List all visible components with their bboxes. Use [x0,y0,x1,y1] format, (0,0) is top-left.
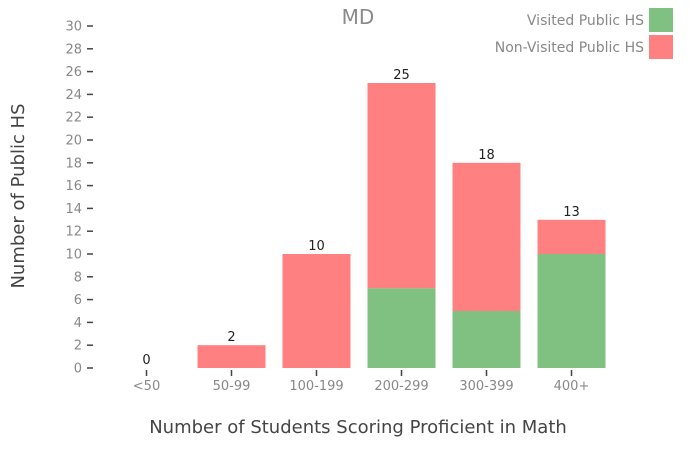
y-tick-label: 28 [65,42,82,57]
y-axis-title: Number of Public HS [8,103,29,288]
bars [197,83,606,368]
y-tick-label: 18 [65,156,82,171]
y-tick-label: 2 [74,339,82,354]
y-tick-label: 30 [65,20,82,35]
y-tick-label: 10 [65,248,82,263]
bar-total-label: 18 [478,148,495,163]
legend-swatch [649,35,673,59]
bar-total-label: 10 [308,239,325,254]
y-tick-label: 16 [65,179,82,194]
data-labels: 0 2 10 25 18 13 [142,68,579,368]
legend-swatch [649,8,673,32]
bar-segment-non-visited [282,254,351,368]
legend-label: Non-Visited Public HS [495,40,644,56]
x-tick-label: 100-199 [289,379,343,394]
bar-segment-visited [367,288,436,368]
x-axis-title: Number of Students Scoring Proficient in… [149,417,567,438]
bar-total-label: 2 [227,330,235,345]
y-tick-label: 22 [65,111,82,126]
y-tick-label: 26 [65,65,82,80]
y-tick-label: 0 [74,362,82,377]
y-tick-label: 20 [65,134,82,149]
bar-segment-visited [537,254,606,368]
chart-title: MD [342,5,375,29]
legend-label: Visited Public HS [527,13,644,29]
y-tick-label: 14 [65,202,82,217]
y-tick-label: 12 [65,225,82,240]
y-tick-label: 4 [74,316,82,331]
legend: Visited Public HS Non-Visited Public HS [495,8,673,59]
x-tick-label: <50 [133,379,160,394]
bar-segment-non-visited [452,162,521,311]
bar-segment-non-visited [537,219,606,254]
bar-total-label: 25 [393,68,410,83]
x-tick-label: 50-99 [213,379,251,394]
bar-segment-visited [452,311,521,368]
x-tick-label: 300-399 [459,379,513,394]
bar-segment-non-visited [197,345,266,368]
x-axis: <50 50-99 100-199 200-299 300-399 400+ [133,370,590,394]
bar-total-label: 0 [142,353,150,368]
bar-segment-non-visited [367,83,436,289]
bar-total-label: 13 [563,205,580,220]
x-tick-label: 400+ [554,379,590,394]
y-tick-label: 8 [74,270,82,285]
y-tick-label: 6 [74,293,82,308]
x-tick-label: 200-299 [374,379,428,394]
y-tick-label: 24 [65,88,82,103]
